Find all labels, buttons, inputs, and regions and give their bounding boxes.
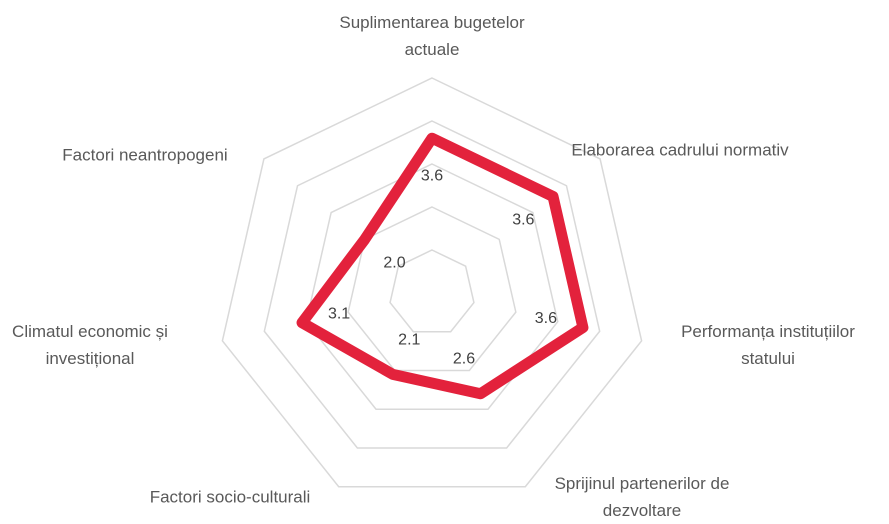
data-label: 2.1 [398, 331, 420, 348]
data-label: 2.6 [453, 351, 475, 368]
grid-ring [263, 120, 601, 449]
axis-label: Sprijinul partenerilor de dezvoltare [554, 474, 730, 520]
data-label: 3.1 [328, 305, 350, 322]
axis-label: Climatul economic și investițional [12, 322, 168, 368]
grid-ring [305, 163, 559, 410]
data-label: 2.0 [383, 254, 405, 271]
axis-label: Suplimentarea bugetelor actuale [339, 13, 525, 59]
axis-label: Performanța instituțiilor statului [681, 322, 855, 368]
series-line [296, 132, 589, 400]
grid-ring [389, 249, 475, 333]
data-label: 3.6 [535, 310, 557, 327]
data-label: 3.6 [512, 211, 534, 228]
axis-label: Elaborarea cadrului normativ [571, 140, 789, 160]
axis-label: Factori neantropogeni [62, 145, 228, 165]
axis-label: Factori socio-culturali [149, 487, 311, 507]
data-label: 3.6 [421, 167, 443, 184]
grid-ring [221, 77, 643, 488]
